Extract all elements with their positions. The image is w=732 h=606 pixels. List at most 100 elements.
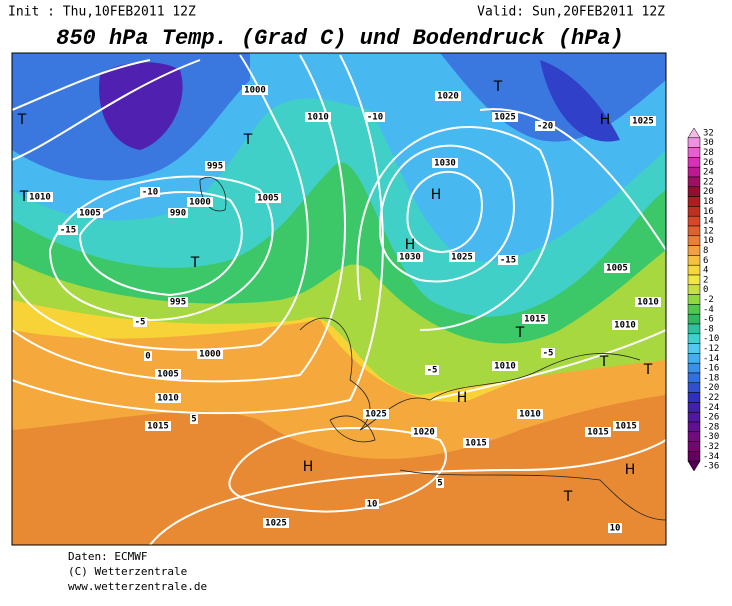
label-bg xyxy=(463,438,489,448)
label-bg xyxy=(140,187,160,197)
isoline-label: 1000 xyxy=(189,198,211,208)
legend-label: 0 xyxy=(703,285,708,295)
isoline-label: 10 xyxy=(367,500,378,510)
label-bg xyxy=(263,518,289,528)
label-bg xyxy=(145,421,171,431)
legend-cell xyxy=(687,382,701,393)
legend-cell xyxy=(687,264,701,276)
legend-label: 30 xyxy=(703,138,714,148)
label-bg xyxy=(365,112,385,122)
label-bg xyxy=(604,263,630,273)
label-bg xyxy=(168,208,188,218)
legend-cell xyxy=(687,441,701,452)
label-bg xyxy=(197,349,223,359)
label-bg xyxy=(190,414,198,424)
legend-label: -8 xyxy=(703,324,714,334)
pressure-center: H xyxy=(405,237,416,253)
footer-line: (C) Wetterzentrale xyxy=(68,565,187,578)
label-bg xyxy=(27,192,53,202)
label-bg xyxy=(613,421,639,431)
pressure-center: H xyxy=(431,187,442,203)
legend-cell xyxy=(687,431,701,442)
legend-cell xyxy=(687,313,701,325)
legend-cell xyxy=(687,176,701,188)
label-bg xyxy=(432,158,458,168)
legend-label: 8 xyxy=(703,246,708,256)
legend-cell xyxy=(687,333,701,344)
isoline-label: 1010 xyxy=(519,410,541,420)
legend-label: -28 xyxy=(703,422,719,432)
footer-line: www.wetterzentrale.de xyxy=(68,580,207,593)
isoline-label: 1010 xyxy=(637,298,659,308)
legend-label: -36 xyxy=(703,462,719,472)
legend-label: 26 xyxy=(703,158,714,168)
isoline-label: 1005 xyxy=(257,194,279,204)
legend-label: 6 xyxy=(703,256,708,266)
label-bg xyxy=(635,297,661,307)
pressure-center: T xyxy=(493,79,503,95)
isoline-label: 0 xyxy=(145,352,150,362)
isoline-label: 1010 xyxy=(29,193,51,203)
legend-cell xyxy=(687,392,701,403)
isoline-label: 995 xyxy=(207,162,223,172)
isoline-label: -5 xyxy=(543,349,554,359)
legend-cell xyxy=(687,362,701,374)
isoline-label: 1025 xyxy=(494,113,516,123)
pressure-center: T xyxy=(515,325,525,341)
isoline-label: -20 xyxy=(537,122,553,132)
legend-label: -14 xyxy=(703,354,719,364)
legend-cell xyxy=(687,372,701,384)
label-bg xyxy=(522,314,548,324)
isoline-label: -15 xyxy=(500,256,516,266)
pressure-center: T xyxy=(243,132,253,148)
legend-cell xyxy=(687,284,701,295)
isoline-label: -5 xyxy=(135,318,146,328)
label-bg xyxy=(411,427,437,437)
isoline-label: 995 xyxy=(170,298,186,308)
legend-label: 18 xyxy=(703,197,714,207)
legend-label: -10 xyxy=(703,334,719,344)
label-bg xyxy=(168,297,188,307)
legend-cell xyxy=(687,245,701,256)
isoline-label: -10 xyxy=(142,188,158,198)
legend-cell xyxy=(687,215,701,227)
isoline-label: 5 xyxy=(191,415,196,425)
label-bg xyxy=(187,197,213,207)
isoline-label: 1010 xyxy=(614,321,636,331)
legend-cell xyxy=(687,225,701,237)
legend-label: 4 xyxy=(703,266,708,276)
isoline-label: 1000 xyxy=(199,350,221,360)
isoline-label: 1005 xyxy=(606,264,628,274)
legend-label: -24 xyxy=(703,403,719,413)
label-bg xyxy=(205,161,225,171)
isoline-label: 1025 xyxy=(365,410,387,420)
pressure-center: H xyxy=(625,462,636,478)
label-bg xyxy=(365,499,379,509)
legend-cell xyxy=(687,343,701,354)
legend-cell xyxy=(687,186,701,197)
isoline-label: -10 xyxy=(367,113,383,123)
legend-label: 28 xyxy=(703,148,714,158)
legend-label: -18 xyxy=(703,373,719,383)
isoline-label: 1030 xyxy=(434,159,456,169)
init-time: Init : Thu,10FEB2011 12Z xyxy=(8,5,196,20)
isoline-label: 1025 xyxy=(265,519,287,529)
pressure-center: T xyxy=(190,255,200,271)
valid-time: Valid: Sun,20FEB2011 12Z xyxy=(477,5,665,20)
legend-cell xyxy=(687,411,701,423)
map xyxy=(12,53,666,545)
legend-label: 22 xyxy=(703,177,714,187)
legend-cell xyxy=(687,274,701,286)
legend-label: -30 xyxy=(703,432,719,442)
label-bg xyxy=(517,409,543,419)
label-bg xyxy=(435,91,461,101)
legend-label: -34 xyxy=(703,452,719,462)
pressure-center: T xyxy=(643,362,653,378)
isoline-label: 1005 xyxy=(79,209,101,219)
legend-label: -6 xyxy=(703,315,714,325)
legend-cell xyxy=(687,137,701,148)
label-bg xyxy=(155,369,181,379)
legend-label: -20 xyxy=(703,383,719,393)
isoline-label: -15 xyxy=(60,226,76,236)
